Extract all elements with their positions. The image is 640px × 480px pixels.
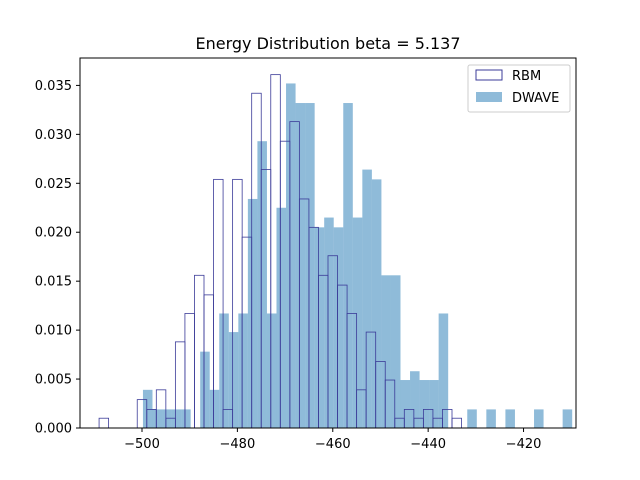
y-tick-label: 0.005 [35,373,72,388]
dwave-bar [333,227,344,428]
dwave-bar [228,332,239,428]
legend-rbm-swatch [475,69,503,81]
x-tick-label: −480 [220,437,256,452]
y-axis: 0.000 0.005 0.010 0.015 0.020 0.025 0.030 0.035 [35,79,80,437]
plot-frame [79,57,577,429]
dwave-bar [266,313,277,428]
dwave-bar [314,227,325,428]
dwave-bar [467,409,477,428]
dwave-bar [429,380,439,428]
dwave-bar [162,409,172,428]
dwave-bar [562,409,573,428]
dwave-bar [257,141,267,429]
dwave-bar [219,313,229,428]
dwave-bar [371,179,382,428]
dwave-bar [200,351,210,428]
dwave-bar [286,83,296,428]
dwave-bar [400,380,411,428]
x-tick-label: −440 [410,437,446,452]
dwave-bar [238,313,248,428]
x-tick-label: −500 [124,437,160,452]
legend-rbm-label: RBM [512,69,541,84]
dwave-bar [352,217,363,428]
y-tick-label: 0.020 [35,226,72,241]
y-tick-label: 0.030 [35,128,72,143]
x-tick-label: −460 [315,437,351,452]
dwave-bar [505,409,515,428]
dwave-series [142,83,573,429]
dwave-bar [247,198,258,428]
dwave-bar [381,275,391,428]
dwave-bar [419,380,430,428]
dwave-bar [276,207,287,428]
legend-dwave-swatch [476,92,502,102]
y-tick-label: 0.010 [35,324,72,339]
x-axis: −500 −480 −460 −440 −420 [124,428,541,452]
dwave-bar [181,409,191,428]
dwave-bar [305,103,315,428]
legend-dwave-label: DWAVE [512,91,559,106]
dwave-bar [324,217,334,428]
dwave-bar [295,103,306,428]
y-tick-label: 0.000 [35,422,72,437]
dwave-bar [438,313,449,428]
legend: RBM DWAVE [467,64,571,113]
chart-title: Energy Distribution beta = 5.137 [196,34,461,53]
dwave-bar [142,389,153,428]
x-tick-label: −420 [506,437,542,452]
dwave-bar [152,409,163,428]
dwave-bar [362,169,372,429]
dwave-bar [343,103,353,428]
dwave-bar [209,389,220,428]
dwave-bar [390,275,401,428]
dwave-bar [171,409,182,428]
dwave-bar [410,371,420,428]
y-tick-label: 0.035 [35,79,72,94]
y-tick-label: 0.025 [35,177,72,192]
dwave-bar [486,409,496,428]
y-tick-label: 0.015 [35,275,72,290]
dwave-bar [534,409,544,428]
